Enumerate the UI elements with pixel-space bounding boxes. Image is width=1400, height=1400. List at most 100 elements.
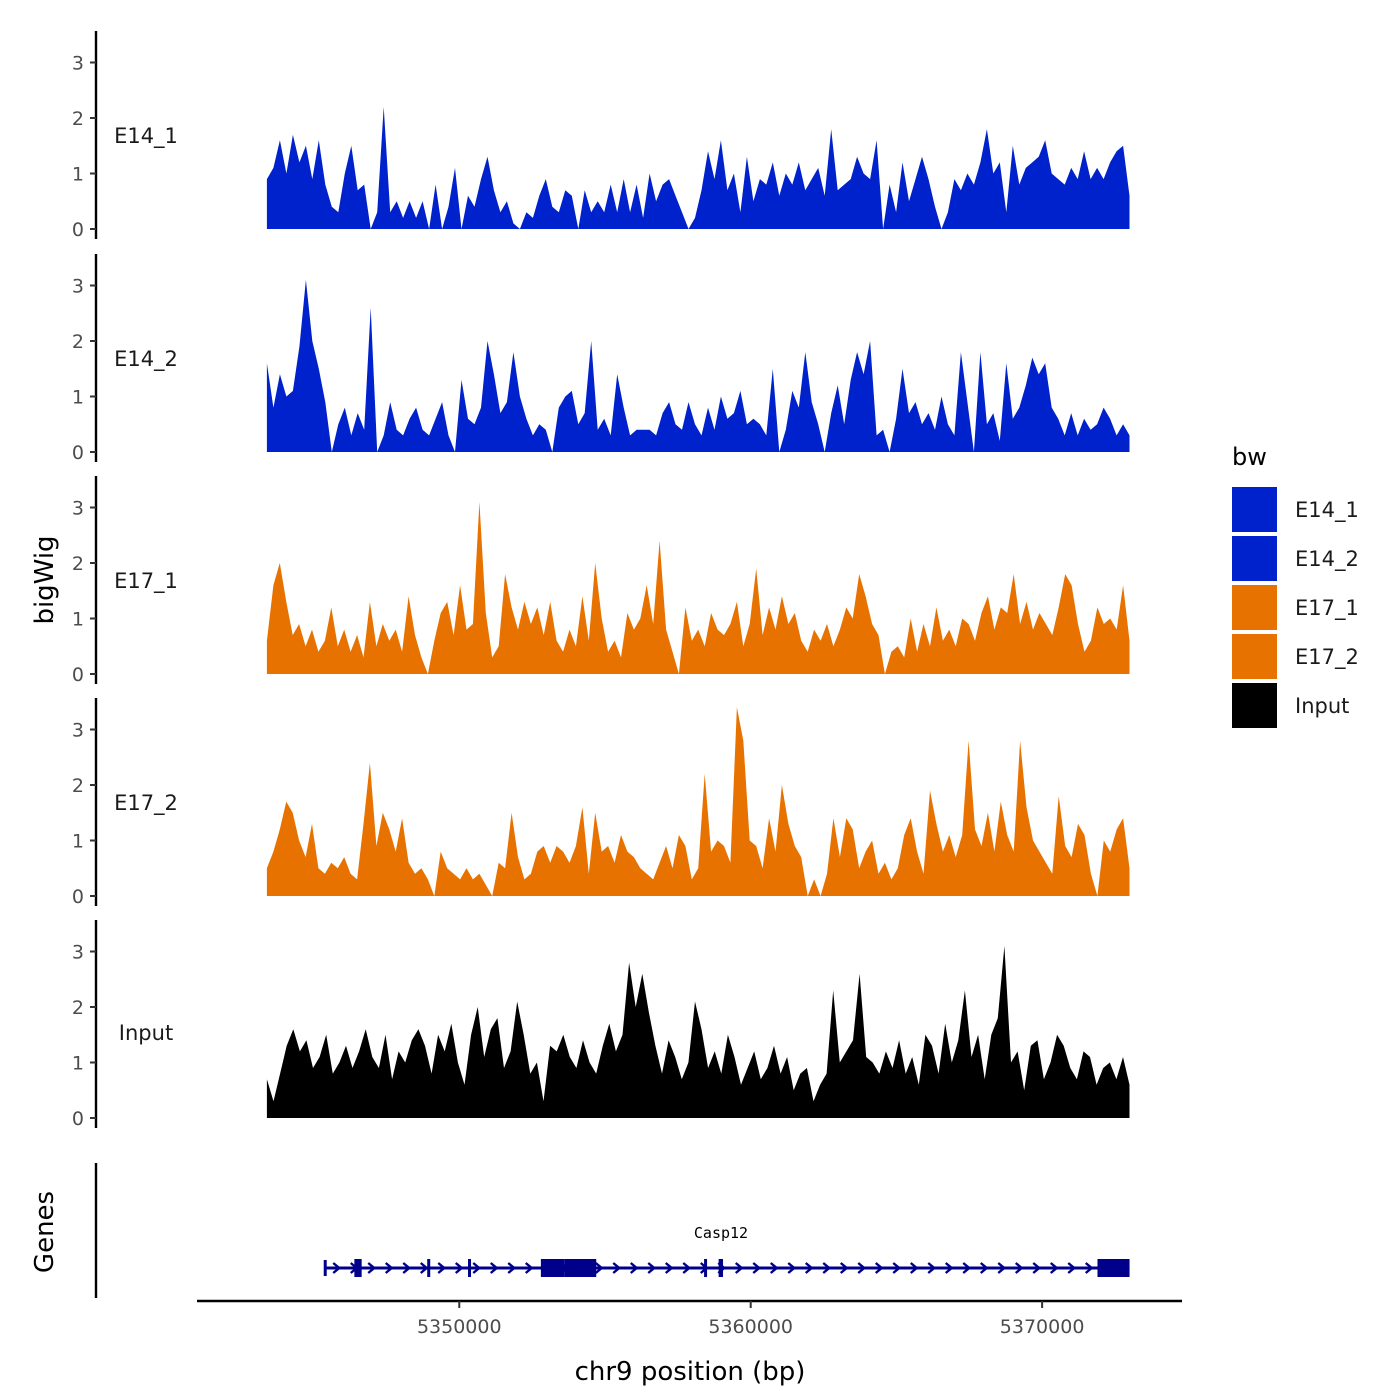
strand-arrow — [892, 1262, 902, 1274]
strand-arrow — [629, 1262, 639, 1274]
legend-label-E17_2: E17_2 — [1295, 645, 1359, 670]
y-tick-label: 0 — [72, 219, 84, 241]
strand-arrow — [962, 1262, 972, 1274]
exon — [718, 1259, 724, 1277]
track-panel-E17_1: 0 1 2 3 E17_1 — [72, 476, 1130, 686]
exon — [1097, 1259, 1130, 1277]
strand-arrow — [787, 1262, 797, 1274]
y-tick-label: 2 — [72, 331, 84, 353]
strand-arrow — [612, 1262, 622, 1274]
track-label-E14_2: E14_2 — [114, 347, 178, 372]
x-tick-label: 5370000 — [1000, 1316, 1085, 1338]
exon — [354, 1259, 362, 1277]
y-tick-label: 1 — [72, 831, 84, 853]
strand-arrow — [1032, 1262, 1042, 1274]
y-tick-label: 2 — [72, 553, 84, 575]
y-tick-label: 1 — [72, 387, 84, 409]
strand-arrow — [682, 1262, 692, 1274]
coverage-area-E17_1 — [266, 501, 1130, 674]
legend-swatch-Input — [1232, 683, 1277, 728]
strand-arrow — [769, 1262, 779, 1274]
gene-track — [94, 1163, 1130, 1298]
track-panels: 0 1 2 3 E14_1 0 1 2 3 E14_2 0 1 2 3 E17_1 0 1 2 3 E17_2 0 1 2 3… — [72, 31, 1130, 1130]
strand-arrow — [402, 1262, 412, 1274]
strand-arrow — [472, 1262, 482, 1274]
coverage-area-Input — [266, 946, 1130, 1118]
y-tick-label: 2 — [72, 997, 84, 1019]
y-tick-label: 0 — [72, 1108, 84, 1130]
coverage-area-E17_2 — [266, 707, 1130, 896]
strand-arrow — [822, 1262, 832, 1274]
legend-swatch-E14_2 — [1232, 536, 1277, 581]
legend-swatch-E17_1 — [1232, 585, 1277, 630]
strand-arrow — [489, 1262, 499, 1274]
exon — [540, 1259, 565, 1277]
exon — [468, 1259, 472, 1277]
exon — [564, 1259, 597, 1277]
strand-arrow — [664, 1262, 674, 1274]
y-tick-label: 3 — [72, 720, 84, 742]
strand-arrow — [979, 1262, 989, 1274]
strand-arrow — [647, 1262, 657, 1274]
coverage-area-E14_1 — [266, 106, 1130, 229]
strand-arrow — [752, 1262, 762, 1274]
strand-arrow — [997, 1262, 1007, 1274]
strand-arrow — [909, 1262, 919, 1274]
strand-arrow — [1014, 1262, 1024, 1274]
strand-arrow — [384, 1262, 394, 1274]
strand-arrow — [1084, 1262, 1094, 1274]
legend: bw E14_1 E14_2 E17_1 E17_2 Input — [1232, 443, 1359, 728]
y-tick-label: 3 — [72, 53, 84, 75]
strand-arrow — [507, 1262, 517, 1274]
strand-arrow — [927, 1262, 937, 1274]
legend-label-E14_1: E14_1 — [1295, 498, 1359, 523]
legend-label-E17_1: E17_1 — [1295, 596, 1359, 621]
y-axis-title: bigWig — [30, 535, 60, 624]
track-label-E17_2: E17_2 — [114, 791, 178, 816]
strand-arrow — [454, 1262, 464, 1274]
strand-arrow — [332, 1262, 342, 1274]
track-label-E14_1: E14_1 — [114, 124, 178, 149]
strand-arrow — [524, 1262, 534, 1274]
coverage-area-E14_2 — [266, 279, 1130, 452]
y-tick-label: 2 — [72, 775, 84, 797]
y-tick-label: 0 — [72, 442, 84, 464]
track-panel-E14_1: 0 1 2 3 E14_1 — [72, 31, 1130, 241]
y-tick-label: 1 — [72, 164, 84, 186]
track-label-Input: Input — [119, 1021, 173, 1045]
track-panel-E14_2: 0 1 2 3 E14_2 — [72, 254, 1130, 464]
legend-label-Input: Input — [1295, 694, 1349, 718]
track-label-E17_1: E17_1 — [114, 569, 178, 594]
legend-label-E14_2: E14_2 — [1295, 547, 1359, 572]
y-tick-label: 3 — [72, 498, 84, 520]
y-tick-label: 1 — [72, 609, 84, 631]
gene-name-label: Casp12 — [694, 1224, 748, 1242]
y-tick-label: 3 — [72, 276, 84, 298]
legend-swatch-E17_2 — [1232, 634, 1277, 679]
strand-arrow — [419, 1262, 429, 1274]
x-axis: 5350000 5360000 5370000 — [197, 1299, 1182, 1338]
track-panel-Input: 0 1 2 3 Input — [72, 920, 1130, 1130]
legend-title: bw — [1232, 443, 1267, 471]
strand-arrow — [367, 1262, 377, 1274]
x-tick-label: 5350000 — [417, 1316, 502, 1338]
track-panel-E17_2: 0 1 2 3 E17_2 — [72, 698, 1130, 908]
strand-arrow — [437, 1262, 447, 1274]
exon — [704, 1259, 708, 1277]
strand-arrow — [839, 1262, 849, 1274]
strand-arrow — [734, 1262, 744, 1274]
y-tick-label: 0 — [72, 886, 84, 908]
gene-track-title: Genes — [30, 1191, 60, 1273]
strand-arrow — [857, 1262, 867, 1274]
strand-arrow — [1067, 1262, 1077, 1274]
exon — [427, 1259, 431, 1277]
strand-arrow — [874, 1262, 884, 1274]
strand-arrow — [1049, 1262, 1059, 1274]
y-tick-label: 1 — [72, 1053, 84, 1075]
strand-arrow — [594, 1262, 604, 1274]
strand-arrow — [804, 1262, 814, 1274]
y-tick-label: 0 — [72, 664, 84, 686]
strand-arrow — [944, 1262, 954, 1274]
y-tick-label: 3 — [72, 942, 84, 964]
